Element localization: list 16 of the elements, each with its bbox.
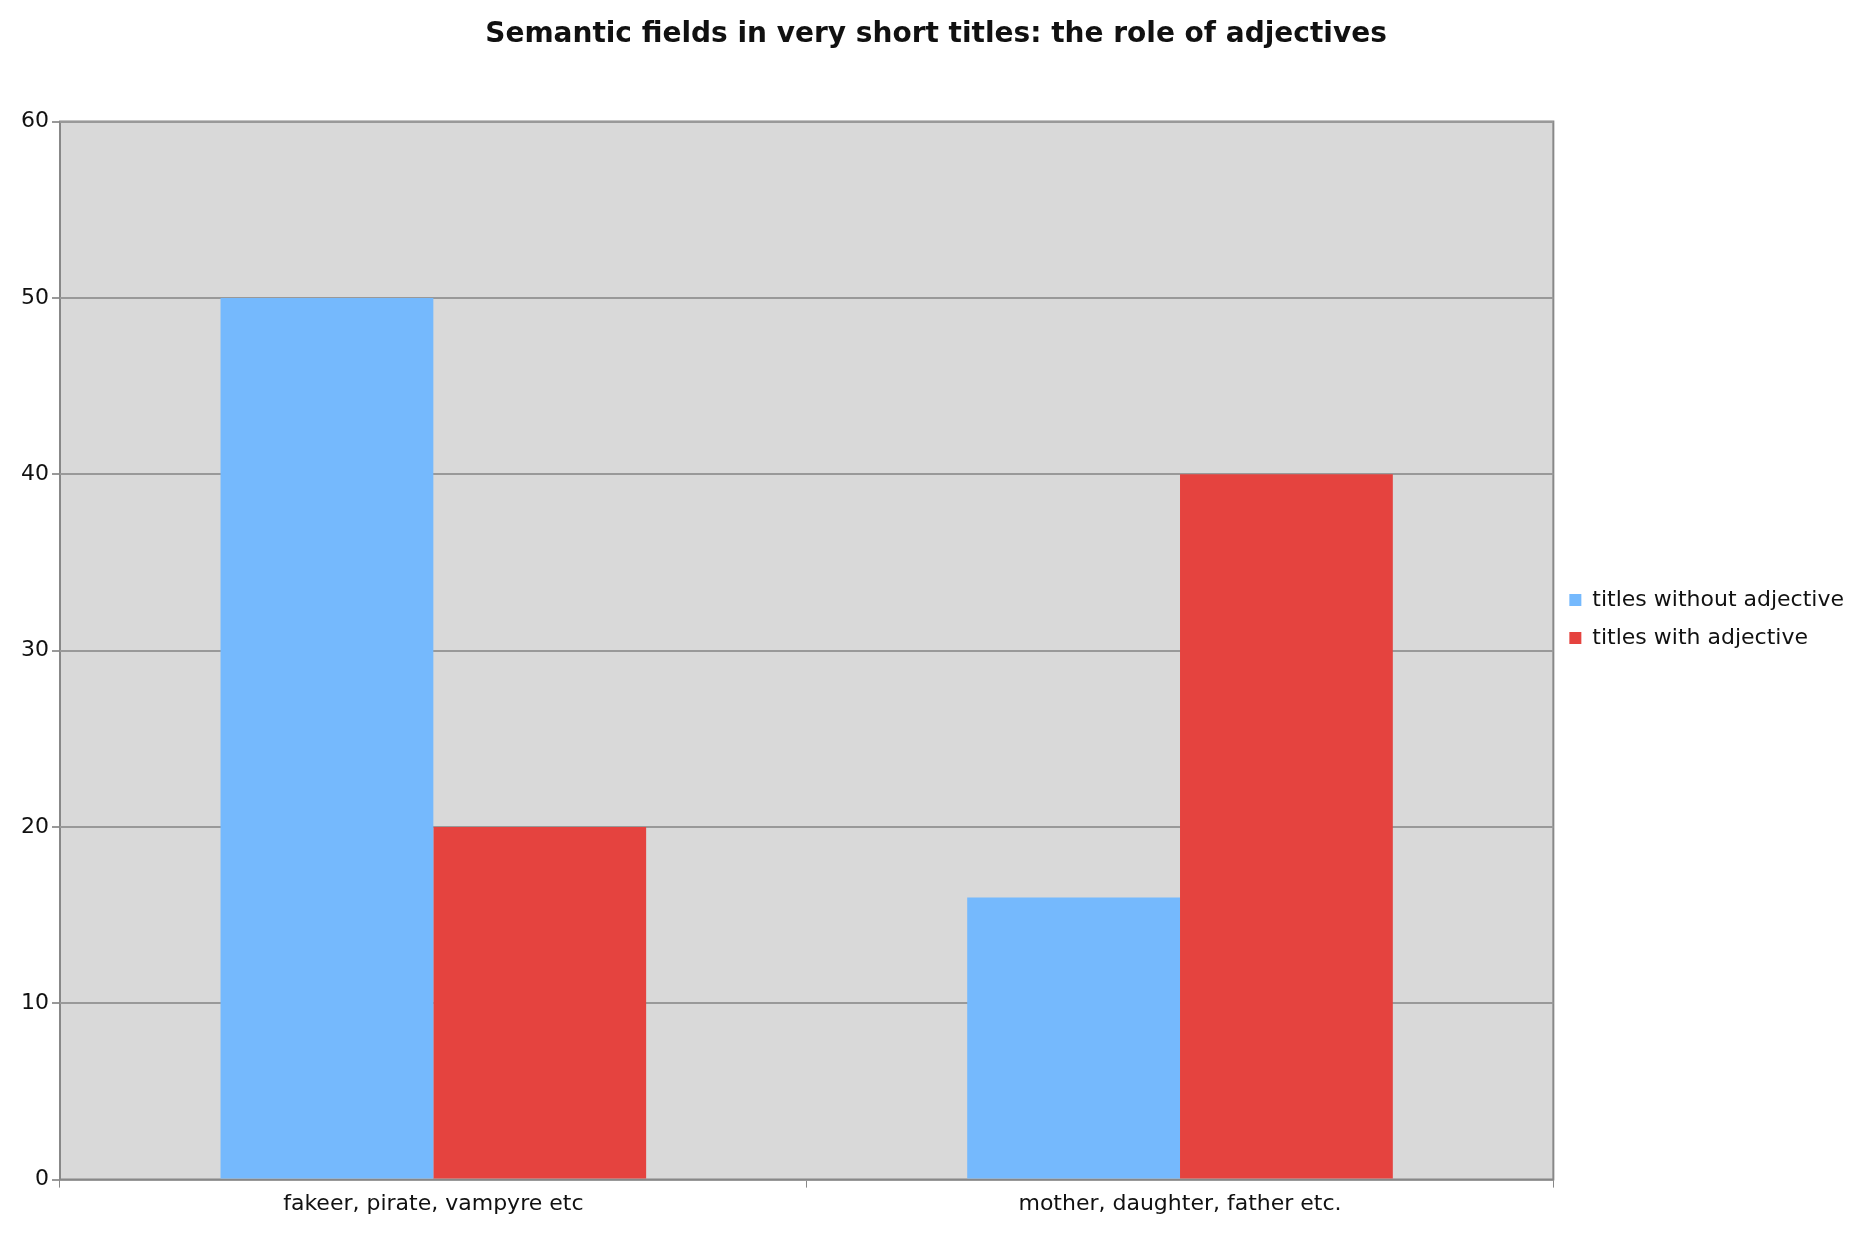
y-tick-label: 0 [34,1165,49,1191]
y-tick-label: 10 [20,988,49,1014]
legend-label: titles without adjective [1592,585,1845,611]
x-tick-label: fakeer, pirate, vampyre etc [283,1189,584,1215]
bar [967,897,1181,1179]
x-tick-label: mother, daughter, father etc. [1018,1189,1342,1215]
y-tick-label: 50 [20,283,49,309]
y-tick-label: 40 [20,459,49,485]
bar [433,826,647,1179]
y-tick-label: 60 [20,107,49,133]
y-tick-label: 30 [20,636,49,662]
y-tick-label: 20 [20,812,49,838]
legend-label: titles with adjective [1592,623,1808,649]
bar [1180,474,1393,1179]
chart-title: Semantic fields in very short titles: the role of adjectives [485,16,1387,50]
bar [220,297,434,1179]
